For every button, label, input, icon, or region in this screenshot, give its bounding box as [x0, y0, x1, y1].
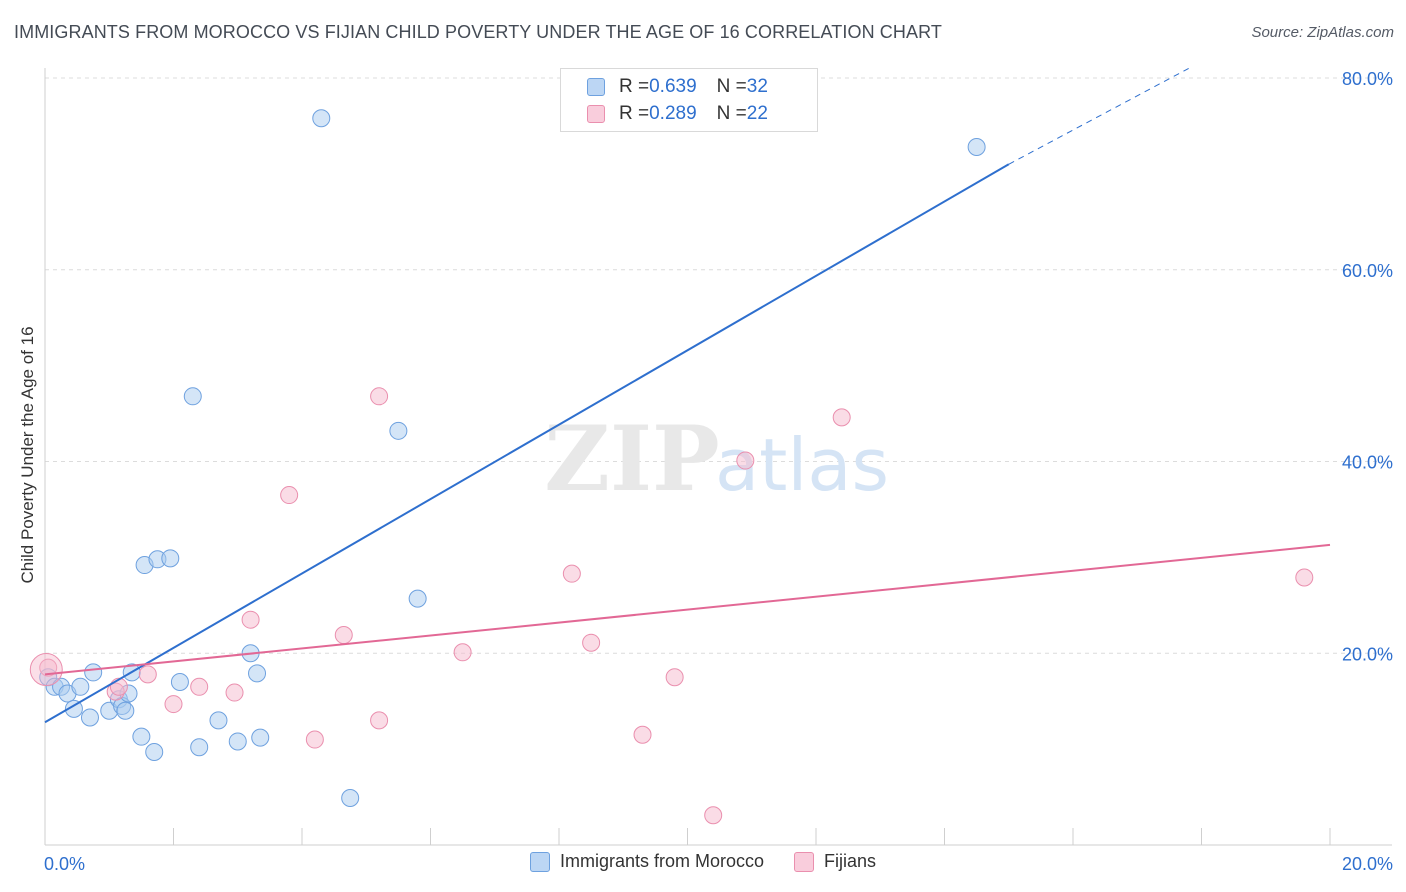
morocco-point — [341, 789, 360, 808]
trend-layer — [44, 67, 1331, 724]
legend-n-value: 32 — [746, 76, 768, 97]
fijian-point — [334, 626, 353, 645]
morocco-point — [64, 699, 83, 718]
fijian-point — [704, 806, 723, 825]
grid-layer — [45, 77, 1392, 654]
series-name-fijians: Fijians — [824, 851, 877, 871]
y-tick-label: 20.0% — [1342, 644, 1393, 664]
fijian-point — [370, 711, 389, 730]
legend-r-label: R = — [619, 76, 650, 97]
legend-row-fijians: R = 0.289 N = 22 — [587, 101, 768, 127]
morocco-point — [84, 663, 103, 682]
x-tick-label: 0.0% — [44, 854, 85, 874]
series-legend: Immigrants from Morocco Fijians — [0, 851, 1406, 872]
legend-swatch-morocco — [587, 78, 605, 96]
legend-n-label: N = — [716, 76, 747, 97]
x-tick-label: 20.0% — [1342, 854, 1393, 874]
legend-swatch-fijians — [587, 105, 605, 123]
morocco-point — [312, 109, 331, 128]
source-label: Source: ZipAtlas.com — [1251, 24, 1394, 41]
series-name-morocco: Immigrants from Morocco — [559, 851, 765, 871]
fijian-point — [665, 668, 684, 687]
morocco-point — [209, 711, 228, 730]
morocco-point — [248, 664, 267, 683]
y-axis-label: Child Poverty Under the Age of 16 — [18, 326, 37, 584]
morocco-point — [116, 701, 135, 720]
fijian-point — [305, 730, 324, 749]
watermark-zip: ZIP — [544, 406, 719, 512]
morocco-point — [190, 738, 209, 757]
series-swatch-morocco — [529, 851, 550, 872]
fijian-point — [736, 451, 755, 470]
morocco-trend-extension — [1008, 67, 1189, 165]
series-legend-fijians: Fijians — [794, 851, 876, 872]
legend-row-morocco: R = 0.639 N = 32 — [587, 74, 768, 100]
fijian-point — [225, 683, 244, 702]
morocco-point — [389, 421, 408, 440]
fijian-point — [582, 633, 601, 652]
points-layer — [29, 109, 1314, 825]
fijian-point — [633, 725, 652, 744]
morocco-point — [132, 727, 151, 746]
legend-r-value: 0.639 — [649, 76, 697, 97]
morocco-point — [71, 677, 90, 696]
fijian-point — [241, 610, 260, 629]
axis-layer: 20.0% 40.0% 60.0% 80.0% 0.0% 20.0% — [44, 68, 1393, 874]
morocco-point — [251, 728, 270, 747]
fijian-point — [109, 677, 128, 696]
fijian-point — [164, 695, 183, 714]
fijian-point — [562, 564, 581, 583]
fijian-point — [1295, 568, 1314, 587]
morocco-point — [161, 549, 180, 568]
fijian-point — [280, 486, 299, 505]
legend-n-label: N = — [716, 103, 747, 124]
legend: R = 0.639 N = 32 R = 0.289 N = 22 — [560, 68, 818, 132]
morocco-point — [967, 138, 986, 157]
morocco-trend-line — [44, 163, 1010, 724]
morocco-point — [145, 743, 164, 762]
legend-n-value: 22 — [746, 103, 768, 124]
y-tick-label: 80.0% — [1342, 69, 1393, 89]
series-swatch-fijians — [794, 851, 815, 872]
morocco-point — [80, 708, 99, 727]
chart-title: IMMIGRANTS FROM MOROCCO VS FIJIAN CHILD … — [14, 22, 942, 42]
legend-r-label: R = — [619, 103, 650, 124]
fijian-point — [370, 387, 389, 406]
fijian-point — [138, 665, 157, 684]
fijian-trend-line — [44, 543, 1331, 676]
morocco-point — [183, 387, 202, 406]
morocco-point — [408, 589, 427, 608]
fijian-point — [453, 643, 472, 662]
fijian-point — [29, 653, 63, 687]
series-legend-morocco: Immigrants from Morocco — [529, 851, 765, 872]
fijian-point — [832, 408, 851, 427]
fijian-point — [190, 677, 209, 696]
fijian-point — [39, 658, 58, 677]
legend-r-value: 0.289 — [649, 103, 697, 124]
morocco-point — [228, 732, 247, 751]
y-tick-label: 60.0% — [1342, 261, 1393, 281]
morocco-point — [170, 673, 189, 692]
y-tick-label: 40.0% — [1342, 453, 1393, 473]
